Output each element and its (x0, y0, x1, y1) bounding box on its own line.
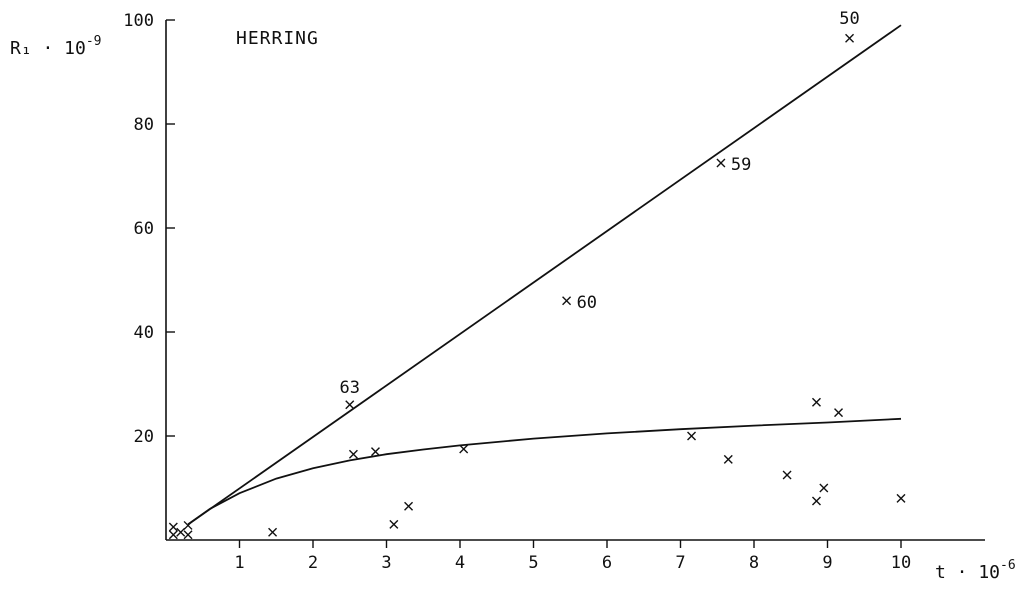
point-mark (168, 530, 178, 540)
data-point (819, 483, 829, 493)
data-point (348, 449, 358, 459)
data-point (811, 397, 821, 407)
data-point (834, 408, 844, 418)
saturation-curve (187, 417, 902, 526)
point-mark (819, 483, 829, 493)
point-mark (687, 431, 697, 441)
y-tick-label: 100 (123, 11, 154, 31)
data-point: 63 (340, 378, 360, 410)
point-mark (782, 470, 792, 480)
x-tick-label: 5 (528, 553, 538, 573)
point-mark (404, 501, 414, 511)
point-mark (811, 397, 821, 407)
data-point (687, 431, 697, 441)
point-label: 60 (577, 293, 597, 313)
data-point (459, 444, 469, 454)
x-tick-label: 7 (675, 553, 685, 573)
y-tick-label: 60 (134, 219, 154, 239)
x-tick-label: 9 (822, 553, 832, 573)
y-axis-title-text: R₁ · 10 (10, 38, 86, 59)
data-point (183, 530, 193, 540)
x-ticks: 1 2 3 4 5 6 7 8 9 10 (234, 540, 911, 573)
y-axis-title: R₁ · 10-9 (10, 34, 102, 59)
point-mark (268, 527, 278, 537)
point-mark (811, 496, 821, 506)
data-point: 60 (562, 293, 597, 313)
data-point (896, 493, 906, 503)
data-points: 63 60 59 50 (168, 9, 906, 540)
straight-fit-line (187, 24, 902, 526)
y-ticks: 20 40 60 80 100 (123, 11, 175, 447)
x-tick-label: 10 (891, 553, 911, 573)
point-label: 50 (839, 9, 859, 29)
point-mark (176, 527, 186, 537)
x-tick-label: 3 (381, 553, 391, 573)
point-mark (183, 530, 193, 540)
data-point (268, 527, 278, 537)
x-axis-title: t · 10-6 (935, 558, 1016, 583)
fitted-lines (187, 24, 902, 526)
point-mark (562, 296, 572, 306)
x-axis-title-exp: -6 (1000, 558, 1016, 573)
data-point (168, 522, 178, 532)
point-mark (389, 519, 399, 529)
x-tick-label: 4 (455, 553, 465, 573)
data-point (811, 496, 821, 506)
point-mark (348, 449, 358, 459)
x-tick-label: 1 (234, 553, 244, 573)
point-mark (183, 520, 193, 530)
x-tick-label: 2 (308, 553, 318, 573)
y-tick-label: 40 (134, 323, 154, 343)
data-point (370, 447, 380, 457)
point-label: 59 (731, 155, 751, 175)
point-mark (845, 33, 855, 43)
point-mark (896, 493, 906, 503)
point-mark (723, 454, 733, 464)
point-mark (345, 400, 355, 410)
data-point: 59 (716, 155, 751, 175)
data-point (183, 520, 193, 530)
point-mark (459, 444, 469, 454)
y-tick-label: 20 (134, 427, 154, 447)
data-point (723, 454, 733, 464)
point-label: 63 (340, 378, 360, 398)
x-axis-title-text: t · 10 (935, 562, 1000, 583)
data-point (389, 519, 399, 529)
data-point (168, 530, 178, 540)
data-point: 50 (839, 9, 860, 43)
y-axis-title-exp: -9 (86, 34, 102, 49)
data-point (782, 470, 792, 480)
chart-title: HERRING (236, 28, 319, 49)
point-mark (834, 408, 844, 418)
data-point (176, 527, 186, 537)
point-mark (716, 158, 726, 168)
point-mark (168, 522, 178, 532)
point-mark (370, 447, 380, 457)
x-tick-label: 8 (749, 553, 759, 573)
y-tick-label: 80 (134, 115, 154, 135)
data-point (404, 501, 414, 511)
x-tick-label: 6 (602, 553, 612, 573)
